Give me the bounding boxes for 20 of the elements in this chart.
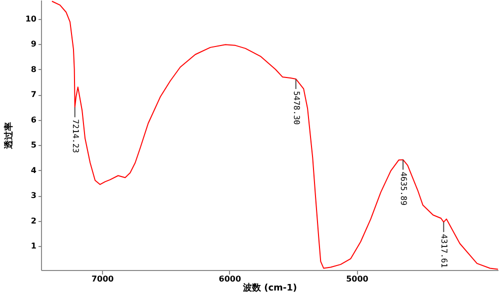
y-tick-label: 6: [30, 115, 37, 124]
annotation: 5478.30: [292, 90, 301, 125]
y-tick-label: 9: [30, 40, 37, 49]
y-tick-label: 7: [30, 90, 36, 100]
y-tick-label: 3: [30, 191, 36, 200]
x-tick-label: 5000: [346, 274, 369, 284]
x-tick-label: 6000: [218, 274, 242, 284]
x-tick-label: 7000: [91, 274, 114, 284]
y-tick-label: 4: [30, 166, 37, 175]
annotation: 7214.23: [70, 119, 80, 154]
y-tick-label: 8: [30, 64, 37, 74]
annotation: 4317.61: [440, 234, 449, 268]
annotation: 4635.89: [399, 172, 408, 206]
line-series: [51, 0, 498, 270]
y-tick-label: 1: [30, 242, 37, 251]
y-axis-title: 透过率: [3, 122, 14, 150]
y-tick-label: 2: [30, 216, 36, 226]
y-tick-label: 5: [30, 140, 37, 150]
y-tick-label: 10: [25, 14, 37, 24]
x-axis-title: 波数 (cm-1): [242, 282, 298, 294]
